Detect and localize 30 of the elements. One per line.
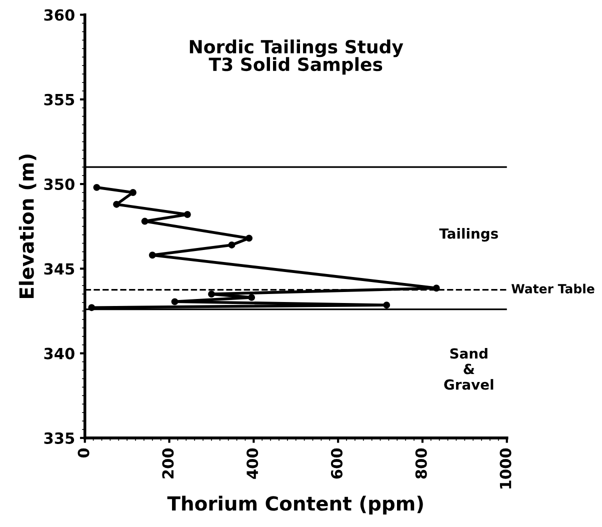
x-tick-label: 0 <box>78 448 90 458</box>
y-axis-title: Elevation (m) <box>18 154 36 298</box>
ref-line-label: Water Table <box>511 284 594 294</box>
y-tick-label: 350 <box>44 178 74 190</box>
annotation: Sand & Gravel <box>444 348 494 390</box>
y-tick-label: 345 <box>44 263 74 275</box>
point <box>184 211 191 218</box>
point <box>148 252 156 259</box>
annotation: Tailings <box>439 228 498 242</box>
x-tick-label: 1000 <box>500 448 512 488</box>
x-axis-title: Thorium Content (ppm) <box>167 496 423 515</box>
x-tick-label: 800 <box>415 448 427 479</box>
point <box>93 184 100 191</box>
y-tick-label: 355 <box>44 94 74 106</box>
x-tick-label: 200 <box>162 448 174 478</box>
y-tick-label: 335 <box>44 432 74 444</box>
point <box>113 200 120 208</box>
point <box>171 298 178 306</box>
x-tick-label: 400 <box>246 448 258 479</box>
point <box>383 302 390 309</box>
point <box>248 294 256 301</box>
point <box>208 290 215 298</box>
point <box>141 218 148 225</box>
point <box>246 234 253 242</box>
y-tick-label: 360 <box>44 9 74 21</box>
text: Nordic Tailings Study T3 Solid Samples <box>190 40 404 75</box>
point <box>228 241 236 248</box>
y-tick-label: 340 <box>44 348 74 360</box>
x-tick-label: 600 <box>330 448 343 479</box>
point <box>130 189 136 196</box>
